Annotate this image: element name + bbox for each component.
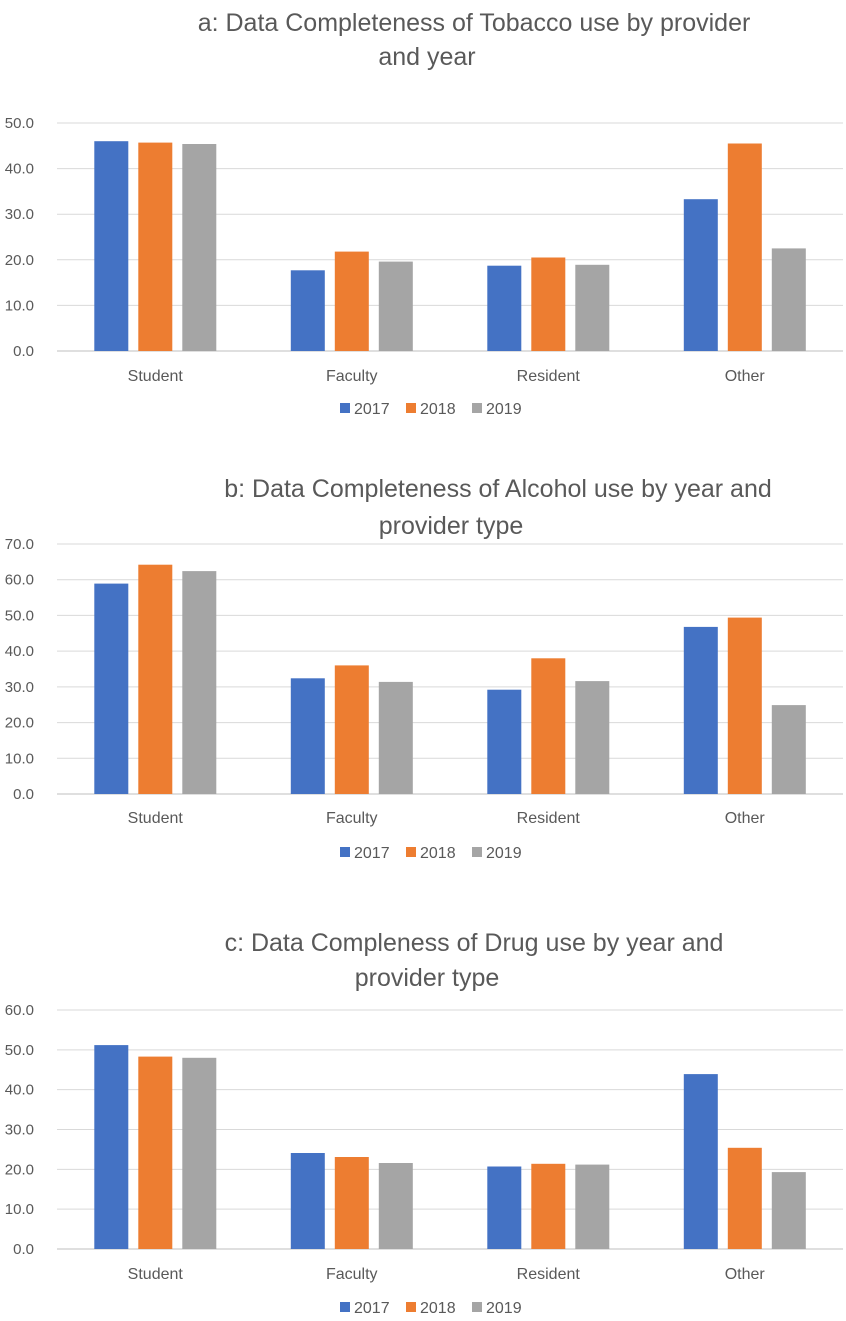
y-tick-label: 0.0 bbox=[13, 343, 34, 360]
y-tick-label: 30.0 bbox=[5, 206, 34, 223]
legend-swatch-2017 bbox=[340, 847, 350, 857]
legend-label-2019: 2019 bbox=[486, 401, 522, 418]
chart-title-line: and year bbox=[378, 43, 475, 71]
bar-2019-faculty bbox=[378, 261, 413, 351]
y-tick-label: 0.0 bbox=[13, 1241, 34, 1258]
legend-swatch-2019 bbox=[472, 1302, 482, 1312]
y-tick-label: 10.0 bbox=[5, 1201, 34, 1218]
x-category-label: Other bbox=[725, 368, 766, 385]
chart-title-line: a: Data Completeness of Tobacco use by p… bbox=[198, 9, 751, 37]
legend-swatch-2019 bbox=[472, 847, 482, 857]
legend-label-2017: 2017 bbox=[354, 401, 390, 418]
bar-2019-other bbox=[771, 705, 806, 794]
x-category-label: Faculty bbox=[326, 810, 378, 827]
y-tick-label: 50.0 bbox=[5, 1042, 34, 1059]
x-category-label: Student bbox=[128, 368, 184, 385]
bar-2018-other bbox=[727, 617, 762, 794]
bar-2019-resident bbox=[575, 264, 610, 351]
chart-title-line: provider type bbox=[355, 964, 500, 992]
chart-panel-1: b: Data Completeness of Alcohol use by y… bbox=[5, 475, 843, 862]
bar-2017-faculty bbox=[290, 270, 325, 351]
y-tick-label: 60.0 bbox=[5, 572, 34, 589]
legend-swatch-2018 bbox=[406, 403, 416, 413]
y-tick-label: 10.0 bbox=[5, 297, 34, 314]
y-tick-label: 40.0 bbox=[5, 643, 34, 660]
legend-label-2017: 2017 bbox=[354, 1300, 390, 1317]
legend-label-2019: 2019 bbox=[486, 845, 522, 862]
bar-2017-student bbox=[94, 1045, 129, 1249]
y-tick-label: 30.0 bbox=[5, 1122, 34, 1139]
bar-2019-resident bbox=[575, 1164, 610, 1249]
y-tick-label: 40.0 bbox=[5, 1082, 34, 1099]
x-category-label: Resident bbox=[517, 368, 581, 385]
bar-2018-other bbox=[727, 1147, 762, 1249]
bar-2019-faculty bbox=[378, 681, 413, 794]
bar-2018-resident bbox=[531, 1163, 566, 1249]
bar-2017-resident bbox=[487, 689, 522, 794]
bar-2017-resident bbox=[487, 1166, 522, 1249]
y-tick-label: 0.0 bbox=[13, 786, 34, 803]
legend-label-2017: 2017 bbox=[354, 845, 390, 862]
chart-title-line: provider type bbox=[379, 512, 524, 540]
y-tick-label: 70.0 bbox=[5, 536, 34, 553]
bar-2017-student bbox=[94, 141, 129, 351]
x-category-label: Resident bbox=[517, 810, 581, 827]
bar-2017-other bbox=[683, 1074, 718, 1249]
y-tick-label: 20.0 bbox=[5, 252, 34, 269]
bar-2018-faculty bbox=[334, 665, 369, 794]
chart-panel-0: a: Data Completeness of Tobacco use by p… bbox=[5, 9, 843, 418]
bar-2018-student bbox=[138, 142, 173, 351]
bar-2019-resident bbox=[575, 681, 610, 794]
y-tick-label: 30.0 bbox=[5, 679, 34, 696]
x-category-label: Other bbox=[725, 810, 766, 827]
x-category-label: Resident bbox=[517, 1266, 581, 1283]
bar-2017-other bbox=[683, 626, 718, 794]
x-category-label: Student bbox=[128, 810, 184, 827]
y-tick-label: 50.0 bbox=[5, 607, 34, 624]
legend-swatch-2018 bbox=[406, 1302, 416, 1312]
bar-2018-student bbox=[138, 1056, 173, 1249]
y-tick-label: 60.0 bbox=[5, 1002, 34, 1019]
bar-2017-resident bbox=[487, 265, 522, 351]
chart-title-line: b: Data Completeness of Alcohol use by y… bbox=[224, 475, 772, 503]
y-tick-label: 50.0 bbox=[5, 115, 34, 132]
legend-swatch-2017 bbox=[340, 1302, 350, 1312]
y-tick-label: 40.0 bbox=[5, 161, 34, 178]
bar-2018-resident bbox=[531, 658, 566, 794]
y-tick-label: 20.0 bbox=[5, 715, 34, 732]
bar-2018-faculty bbox=[334, 251, 369, 351]
legend-label-2019: 2019 bbox=[486, 1300, 522, 1317]
legend-label-2018: 2018 bbox=[420, 401, 456, 418]
bar-2019-faculty bbox=[378, 1163, 413, 1249]
y-tick-label: 10.0 bbox=[5, 750, 34, 767]
x-category-label: Faculty bbox=[326, 368, 378, 385]
x-category-label: Student bbox=[128, 1266, 184, 1283]
bar-2019-student bbox=[182, 144, 217, 351]
legend-label-2018: 2018 bbox=[420, 845, 456, 862]
bar-2018-student bbox=[138, 564, 173, 794]
bar-2018-other bbox=[727, 143, 762, 351]
bar-2017-faculty bbox=[290, 1153, 325, 1249]
x-category-label: Faculty bbox=[326, 1266, 378, 1283]
bar-2018-resident bbox=[531, 257, 566, 351]
bar-2018-faculty bbox=[334, 1157, 369, 1249]
bar-2017-student bbox=[94, 583, 129, 794]
bar-2019-other bbox=[771, 1172, 806, 1249]
bar-2019-student bbox=[182, 571, 217, 794]
legend-swatch-2018 bbox=[406, 847, 416, 857]
bar-2019-student bbox=[182, 1057, 217, 1249]
bar-2019-other bbox=[771, 248, 806, 351]
bar-2017-faculty bbox=[290, 678, 325, 794]
legend-label-2018: 2018 bbox=[420, 1300, 456, 1317]
chart-panel-2: c: Data Compleness of Drug use by year a… bbox=[5, 929, 843, 1317]
x-category-label: Other bbox=[725, 1266, 766, 1283]
bar-2017-other bbox=[683, 199, 718, 351]
legend-swatch-2019 bbox=[472, 403, 482, 413]
y-tick-label: 20.0 bbox=[5, 1161, 34, 1178]
chart-title-line: c: Data Compleness of Drug use by year a… bbox=[225, 929, 724, 957]
legend-swatch-2017 bbox=[340, 403, 350, 413]
